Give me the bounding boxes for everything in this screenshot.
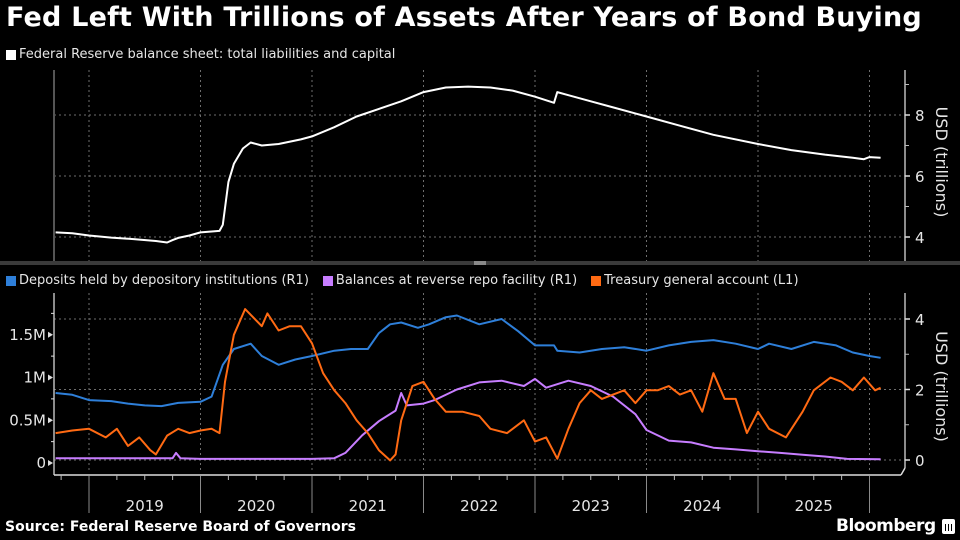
legend-swatch-deposits bbox=[6, 275, 16, 286]
series-tga-line bbox=[55, 308, 882, 462]
top-y-axis-title: USD (trillions) bbox=[932, 107, 951, 218]
x-tick-label-2019: 2019 bbox=[126, 497, 164, 515]
left-tick-marker bbox=[48, 417, 53, 424]
top-y-tick-label: 4 bbox=[915, 229, 925, 247]
x-tick-label-2025: 2025 bbox=[795, 497, 833, 515]
x-tick-label-2024: 2024 bbox=[683, 497, 721, 515]
right-y-tick-label: 0 bbox=[915, 452, 925, 470]
left-y-tick-label: 0 bbox=[36, 454, 46, 472]
left-y-tick-label: 1.5M bbox=[9, 326, 46, 344]
chart-title: Fed Left With Trillions of Assets After … bbox=[6, 2, 922, 33]
brand-text: Bloomberg bbox=[836, 516, 936, 536]
left-y-tick-label: 1M bbox=[24, 369, 47, 387]
bottom-y-axis-title: USD (trillions) bbox=[932, 331, 951, 442]
legend-label-balance-sheet: Federal Reserve balance sheet: total lia… bbox=[19, 47, 396, 62]
right-y-tick-label: 4 bbox=[915, 311, 925, 329]
bloomberg-logo: Bloomberg bbox=[836, 516, 955, 536]
left-tick-marker bbox=[48, 331, 53, 338]
labels-layer: 4 6 8 USD (trillions) 0 0.5M 1M 1.5M 0 2 4 USD (tri… bbox=[9, 107, 951, 515]
legend-swatch-balance-sheet bbox=[6, 49, 16, 60]
series-reverse-repo-line bbox=[55, 377, 881, 461]
legend-item-tga: Treasury general account (L1) bbox=[591, 273, 799, 288]
left-tick-marker bbox=[48, 460, 53, 466]
legend-item-reverse-repo: Balances at reverse repo facility (R1) bbox=[322, 273, 578, 288]
x-tick-label-2022: 2022 bbox=[460, 497, 498, 515]
x-tick-label-2020: 2020 bbox=[237, 497, 275, 515]
x-tick-label-2023: 2023 bbox=[572, 497, 610, 515]
top-y-tick-label: 6 bbox=[915, 168, 925, 186]
bottom-legend: Deposits held by depository institutions… bbox=[6, 273, 813, 288]
series-balance-sheet-line bbox=[55, 85, 881, 244]
series-layer bbox=[55, 85, 882, 462]
source-note: Source: Federal Reserve Board of Governo… bbox=[5, 519, 356, 535]
bloomberg-chart-icon bbox=[941, 518, 955, 534]
x-axis-corner bbox=[900, 467, 906, 476]
legend-label-reverse-repo: Balances at reverse repo facility (R1) bbox=[335, 273, 578, 288]
top-y-tick-label: 8 bbox=[915, 107, 925, 125]
legend-swatch-tga bbox=[591, 275, 602, 286]
axes bbox=[0, 70, 960, 513]
legend-item-balance-sheet: Federal Reserve balance sheet: total lia… bbox=[6, 47, 395, 62]
top-grid bbox=[54, 70, 905, 262]
legend-label-tga: Treasury general account (L1) bbox=[604, 273, 799, 288]
legend-label-deposits: Deposits held by depository institutions… bbox=[19, 273, 309, 288]
series-deposits-line bbox=[55, 314, 881, 408]
x-tick-label-2021: 2021 bbox=[349, 497, 387, 515]
left-y-tick-label: 0.5M bbox=[9, 411, 46, 429]
top-legend: Federal Reserve balance sheet: total lia… bbox=[6, 47, 409, 62]
right-y-tick-label: 2 bbox=[915, 382, 925, 400]
panel-divider-handle bbox=[474, 261, 486, 265]
bottom-grid bbox=[54, 293, 905, 470]
left-tick-marker bbox=[48, 374, 53, 381]
legend-swatch-reverse-repo bbox=[322, 275, 333, 286]
legend-item-deposits: Deposits held by depository institutions… bbox=[6, 273, 309, 288]
